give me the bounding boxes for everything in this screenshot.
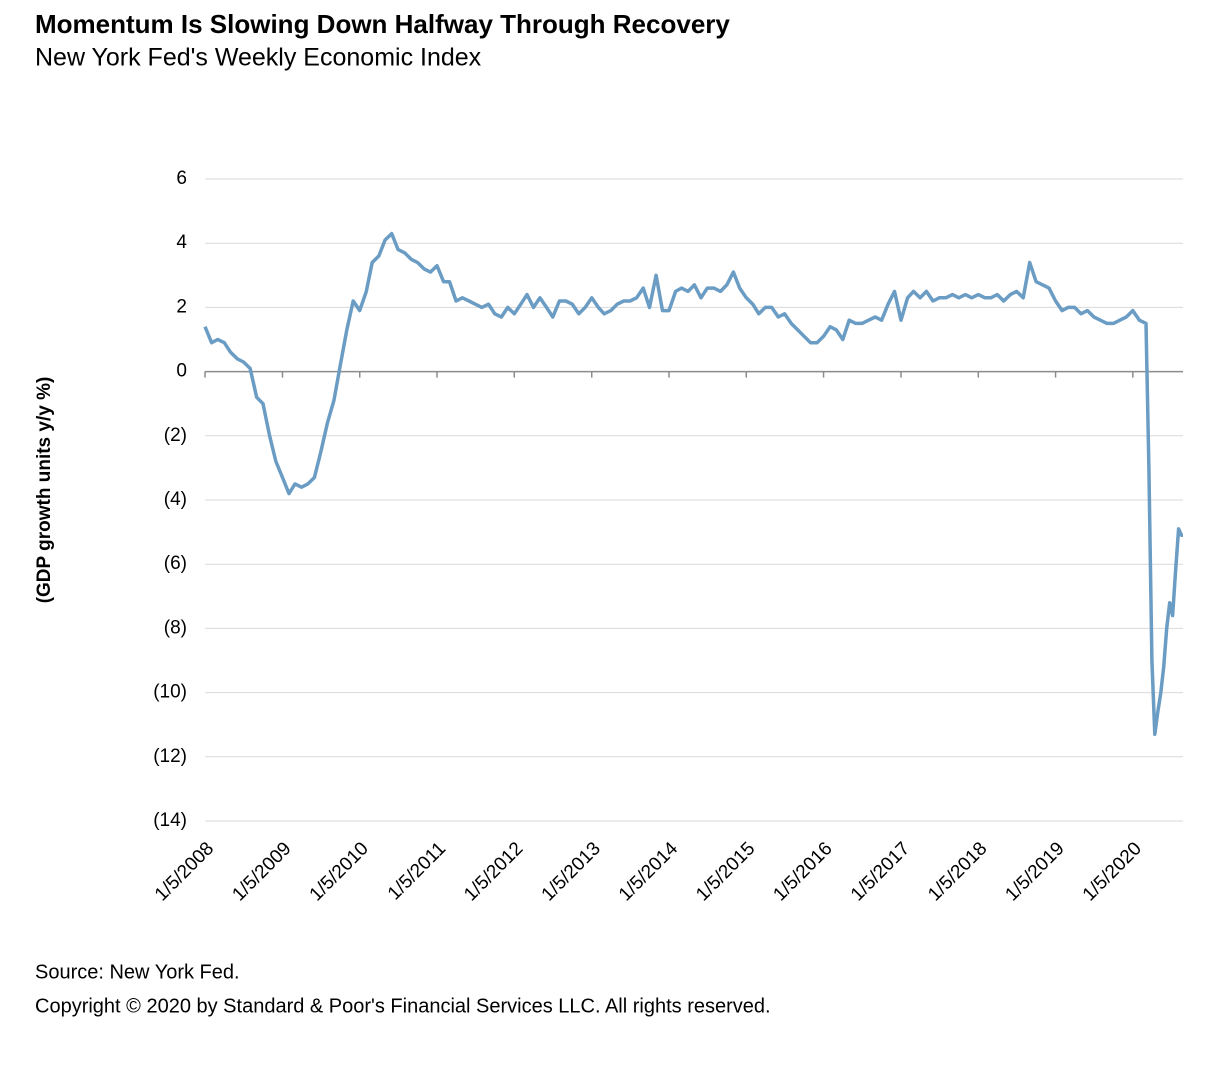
x-tick-label: 1/5/2009 (228, 838, 295, 905)
y-tick-label: (4) (164, 489, 187, 510)
x-tick-label: 1/5/2012 (460, 838, 527, 905)
x-tick-label: 1/5/2015 (692, 838, 759, 905)
y-tick-label: (8) (164, 617, 187, 638)
x-tick-label: 1/5/2019 (1001, 838, 1068, 905)
y-tick-label: (14) (153, 810, 187, 831)
y-axis-label: (GDP growth units y/y %) (34, 377, 55, 604)
y-tick-label: (12) (153, 746, 187, 767)
y-tick-label: (2) (164, 425, 187, 446)
x-tick-label: 1/5/2013 (538, 838, 605, 905)
x-tick-label: 1/5/2010 (306, 838, 373, 905)
chart-title: Momentum Is Slowing Down Halfway Through… (35, 9, 730, 39)
x-tick-label: 1/5/2017 (847, 838, 914, 905)
source-note: Source: New York Fed. (35, 961, 240, 983)
x-tick-label: 1/5/2016 (769, 838, 836, 905)
copyright-note: Copyright © 2020 by Standard & Poor's Fi… (35, 995, 771, 1017)
y-tick-label: 6 (176, 168, 187, 189)
y-tick-label: 4 (176, 232, 187, 253)
y-tick-label: (6) (164, 553, 187, 574)
x-tick-label: 1/5/2014 (615, 838, 682, 905)
x-tick-label: 1/5/2011 (384, 838, 450, 904)
x-tick-label: 1/5/2008 (151, 838, 218, 905)
y-tick-label: 2 (176, 296, 187, 317)
x-tick-label: 1/5/2020 (1079, 838, 1146, 905)
y-tick-label: (10) (153, 682, 187, 703)
x-tick-label: 1/5/2018 (924, 838, 991, 905)
data-line (203, 231, 1184, 737)
y-tick-label: 0 (176, 361, 187, 382)
chart-subtitle: New York Fed's Weekly Economic Index (35, 44, 482, 72)
